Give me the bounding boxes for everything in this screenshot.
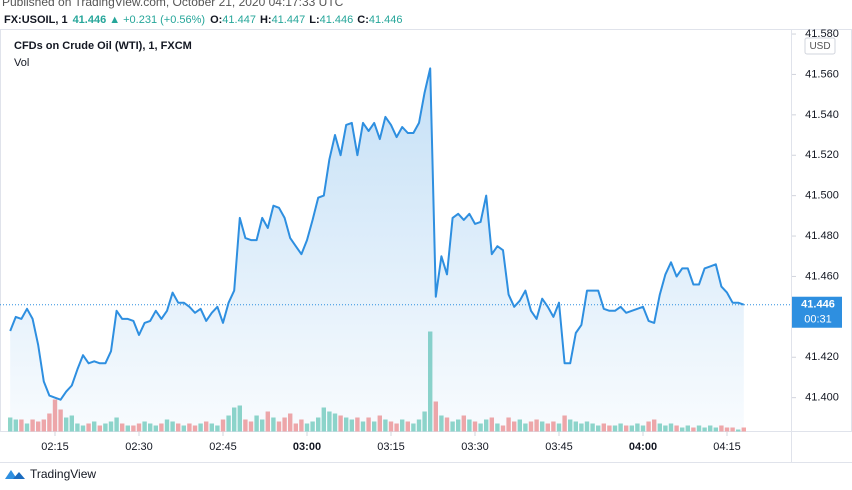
price-line [9, 67, 745, 401]
x-tick-label: 04:00 [629, 441, 657, 453]
o-label: O: [210, 14, 222, 26]
currency-badge [804, 37, 836, 55]
y-tick-label: 41.420 [805, 351, 839, 363]
y-tick-label: 41.540 [805, 109, 839, 121]
header: FX:USOIL, 1 41.446 ▲ +0.231 (+0.56%) O:41.44… [4, 14, 403, 26]
logo: TradingView [5, 467, 96, 481]
countdown: 00:31 [804, 314, 832, 326]
high: 41.447 [272, 14, 306, 26]
current-price-label: 41.446 [801, 299, 835, 311]
x-tick-label: 03:30 [461, 441, 489, 453]
x-tick-label: 03:15 [377, 441, 405, 453]
x-tick-label: 04:15 [713, 441, 741, 453]
open: 41.447 [222, 14, 256, 26]
logo-text: TradingView [30, 467, 96, 481]
h-label: H: [260, 14, 272, 26]
symbol: FX:USOIL, 1 [4, 14, 68, 26]
close: 41.446 [369, 14, 403, 26]
x-tick-label: 02:45 [209, 441, 237, 453]
y-tick-label: 41.560 [805, 68, 839, 80]
current-price-badge [792, 296, 842, 328]
x-tick-label: 02:15 [41, 441, 69, 453]
y-tick-label: 41.400 [805, 392, 839, 404]
last: 41.446 [73, 14, 107, 26]
x-tick-label: 02:30 [125, 441, 153, 453]
currency: USD [809, 41, 830, 52]
low: 41.446 [320, 14, 354, 26]
arrow: ▲ [109, 14, 120, 26]
logo-icon [5, 470, 17, 479]
legend-title: CFDs on Crude Oil (WTI), 1, FXCM [14, 40, 192, 52]
change: +0.231 (+0.56%) [123, 14, 205, 26]
x-tick-label: 03:45 [545, 441, 573, 453]
x-tick-label: 03:00 [293, 441, 321, 453]
logo-icon [13, 472, 25, 479]
c-label: C: [357, 14, 369, 26]
legend-volume: Vol [14, 57, 29, 69]
y-tick-label: 41.580 [805, 28, 839, 40]
l-label: L: [309, 14, 319, 26]
y-tick-label: 41.460 [805, 270, 839, 282]
published-note: Published on TradingView.com, October 21… [2, 0, 344, 9]
y-tick-label: 41.500 [805, 190, 839, 202]
price-area [10, 68, 744, 433]
y-tick-label: 41.520 [805, 149, 839, 161]
y-tick-label: 41.480 [805, 230, 839, 242]
